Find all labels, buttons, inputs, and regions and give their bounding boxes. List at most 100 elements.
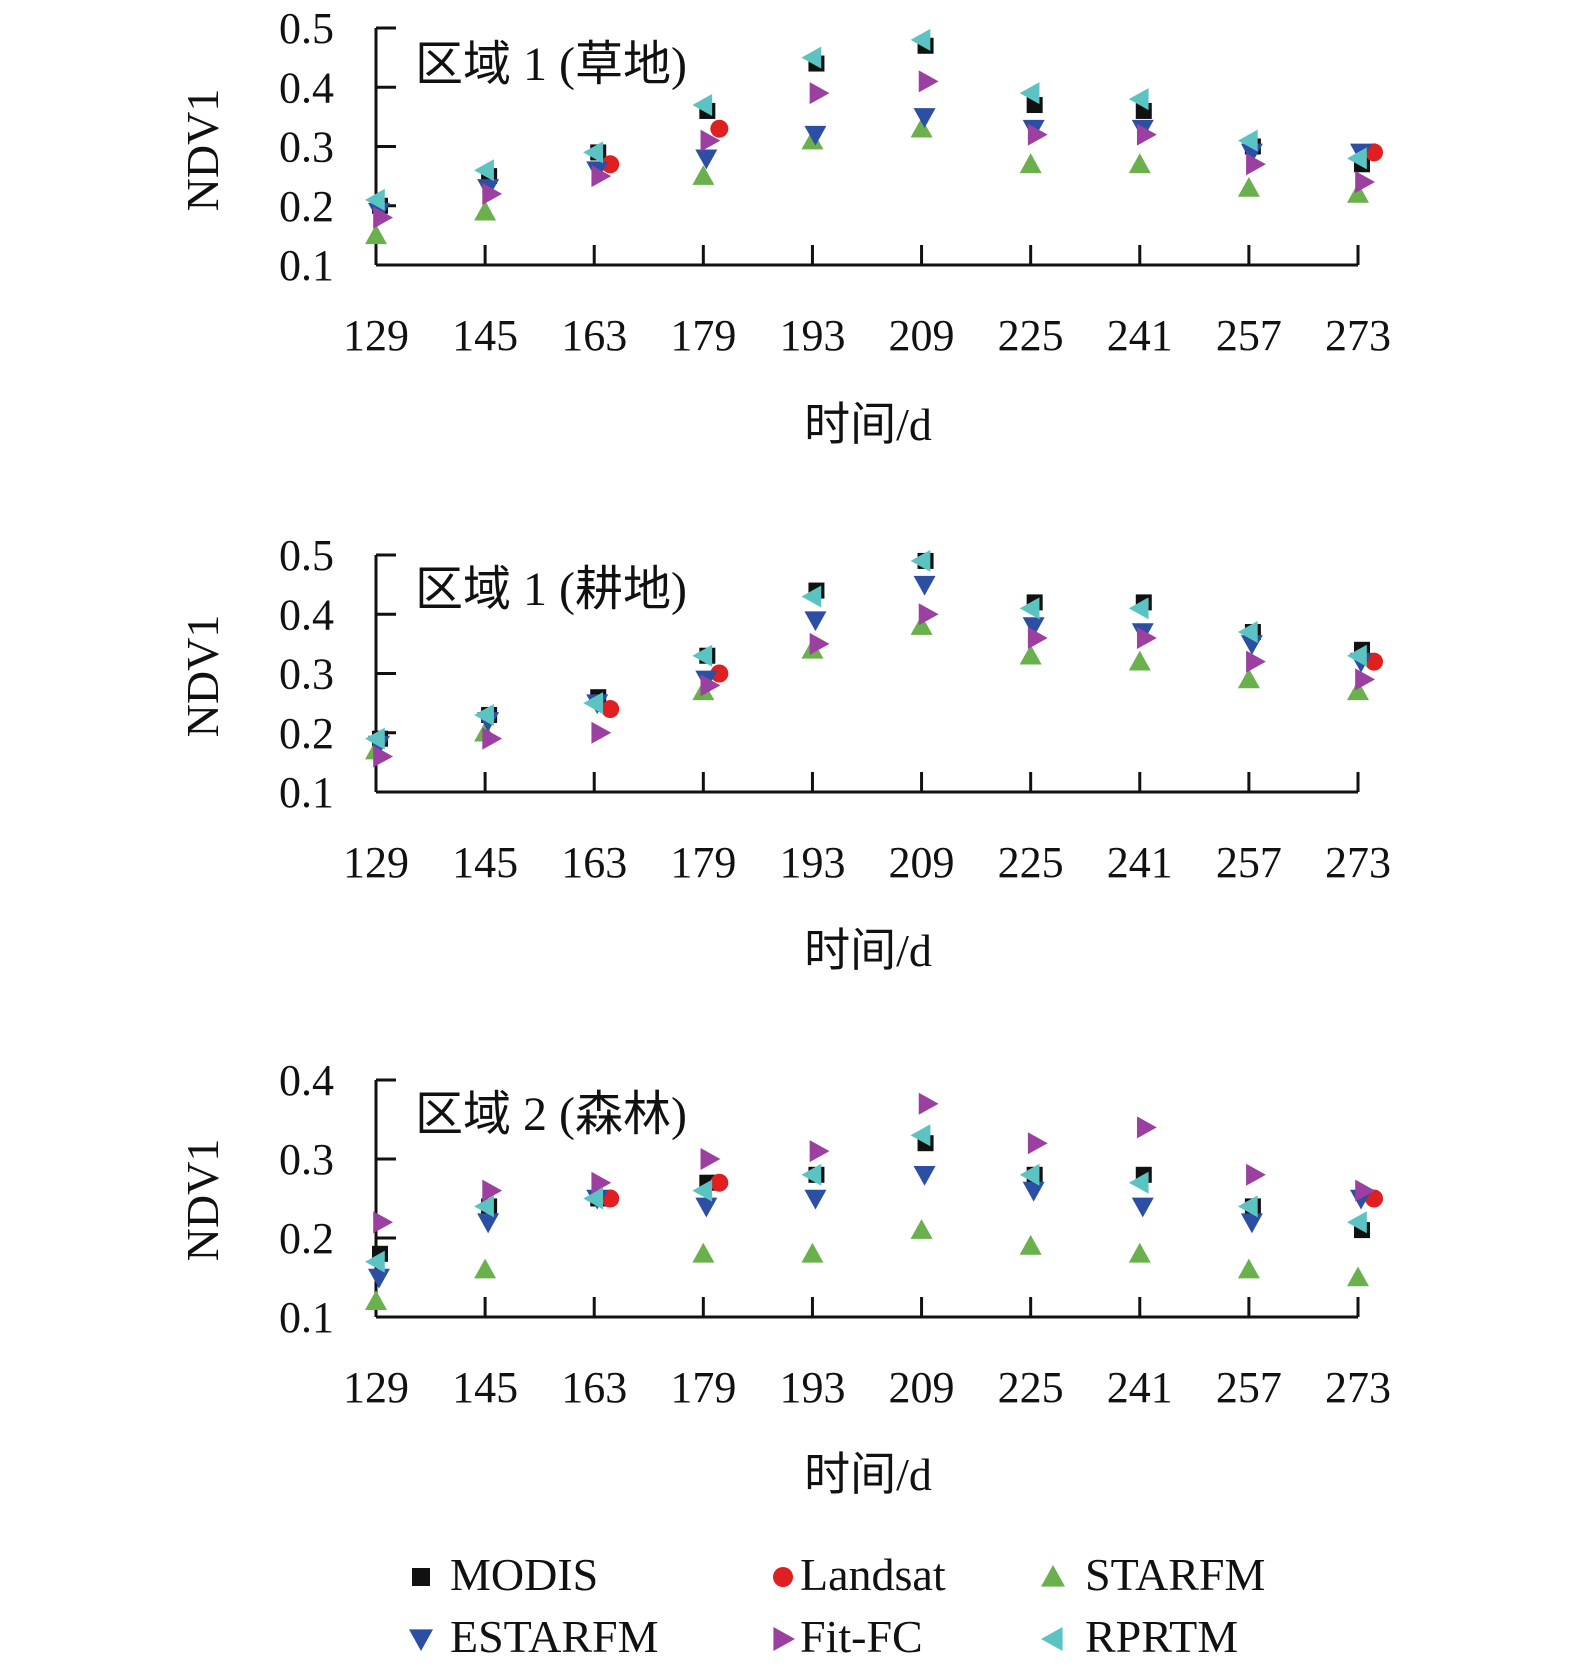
x-tick-label: 209	[889, 1363, 955, 1412]
legend-marker-shape	[1041, 1627, 1063, 1651]
x-tick-label: 273	[1325, 1363, 1391, 1412]
data-point-fit-fc	[1355, 668, 1375, 691]
data-point-landsat	[710, 1173, 729, 1192]
data-point-fit-fc	[1246, 650, 1266, 673]
x-tick-label: 241	[1107, 838, 1173, 887]
data-point-fit-fc	[373, 206, 393, 229]
legend-item-rprtm: RPRTM	[1041, 1611, 1238, 1662]
y-tick-label: 0.3	[279, 650, 334, 699]
data-point-starfm	[1019, 1234, 1042, 1255]
data-point-estarfm	[913, 108, 936, 128]
data-point-fit-fc	[1027, 123, 1048, 146]
data-point-starfm	[365, 1290, 387, 1310]
data-point-rprtm	[1019, 597, 1040, 620]
x-tick-label: 193	[779, 838, 845, 887]
data-point-estarfm	[913, 1166, 936, 1186]
data-point-starfm	[1237, 1258, 1260, 1279]
y-tick-label: 0.2	[279, 1214, 334, 1263]
legend-item-estarfm: ESTARFM	[409, 1611, 658, 1662]
legend-marker-triangle-left-icon	[1041, 1627, 1063, 1651]
data-point-starfm	[1019, 644, 1042, 665]
data-point-fit-fc	[1027, 626, 1048, 649]
data-point-starfm	[365, 224, 387, 245]
data-point-starfm	[474, 1258, 497, 1279]
data-point-estarfm	[695, 149, 718, 170]
x-tick-label: 145	[452, 838, 518, 887]
data-point-rprtm	[1128, 597, 1149, 620]
x-tick-label: 241	[1107, 1363, 1173, 1412]
x-tick-label: 257	[1216, 838, 1282, 887]
data-point-rprtm	[474, 1195, 494, 1218]
data-point-landsat	[710, 119, 729, 138]
data-point-rprtm	[365, 727, 385, 750]
data-point-rprtm	[910, 28, 931, 51]
data-point-fit-fc	[1355, 171, 1375, 194]
data-point-estarfm	[368, 1268, 390, 1289]
data-point-starfm	[1128, 650, 1151, 671]
legend-marker-circle-icon	[773, 1567, 793, 1587]
data-point-fit-fc	[809, 632, 830, 655]
legend-label: STARFM	[1085, 1549, 1265, 1600]
data-point-rprtm	[801, 1163, 822, 1186]
data-point-rprtm	[1019, 82, 1040, 105]
data-point-fit-fc	[700, 129, 721, 152]
panel-title: 区域 1 (草地)	[415, 38, 687, 91]
data-point-rprtm	[1128, 88, 1149, 111]
data-point-rprtm	[801, 46, 822, 69]
legend-label: Fit-FC	[800, 1611, 923, 1662]
y-tick-label: 0.2	[279, 182, 334, 231]
x-tick-label: 163	[561, 1363, 627, 1412]
x-tick-label: 209	[889, 838, 955, 887]
data-point-rprtm	[365, 1250, 385, 1273]
data-point-rprtm	[474, 703, 494, 726]
x-tick-label: 225	[998, 1363, 1064, 1412]
y-axis-title: NDV1	[177, 1139, 228, 1262]
x-tick-label: 129	[343, 838, 409, 887]
y-tick-label: 0.3	[279, 123, 334, 172]
x-tick-label: 193	[779, 1363, 845, 1412]
data-point-fit-fc	[809, 1140, 830, 1163]
x-tick-label: 225	[998, 311, 1064, 360]
legend-item-modis: MODIS	[412, 1549, 598, 1600]
data-point-rprtm	[910, 549, 931, 572]
data-point-starfm	[692, 165, 715, 185]
legend-item-starfm: STARFM	[1041, 1549, 1265, 1600]
data-point-starfm	[1347, 680, 1369, 701]
x-axis-title: 时间/d	[804, 399, 932, 450]
data-point-estarfm	[1022, 1181, 1045, 1202]
data-point-fit-fc	[1027, 1132, 1048, 1155]
data-point-starfm	[801, 1242, 824, 1263]
panel-title: 区域 1 (耕地)	[415, 563, 687, 616]
axes-group: 0.1 0.2 0.3 0.4 0.5 129 145 163 179 193 209 225 241 2…	[279, 4, 1391, 360]
data-marks	[365, 28, 1383, 245]
data-point-starfm	[910, 117, 933, 138]
data-point-fit-fc	[918, 603, 939, 626]
data-point-fit-fc	[918, 70, 939, 93]
legend-marker-shape	[1041, 1565, 1065, 1587]
data-point-landsat	[710, 664, 729, 683]
data-marks	[365, 1092, 1383, 1310]
y-axis-title: NDV1	[177, 615, 228, 738]
data-point-fit-fc	[1246, 1163, 1266, 1186]
data-point-estarfm	[1131, 1197, 1154, 1218]
data-point-rprtm	[692, 644, 713, 667]
y-tick-label: 0.1	[279, 768, 334, 817]
legend-marker-triangle-down-icon	[409, 1629, 433, 1651]
data-point-rprtm	[692, 1179, 713, 1202]
data-point-fit-fc	[373, 745, 393, 768]
x-tick-label: 129	[343, 1363, 409, 1412]
y-tick-label: 0.5	[279, 4, 334, 53]
x-tick-label: 225	[998, 838, 1064, 887]
x-tick-label: 257	[1216, 1363, 1282, 1412]
data-point-starfm	[692, 1242, 715, 1263]
data-point-rprtm	[583, 1187, 604, 1210]
data-point-rprtm	[583, 692, 604, 715]
data-point-estarfm	[913, 575, 936, 596]
data-point-fit-fc	[591, 165, 612, 188]
legend-marker-shape	[409, 1629, 433, 1651]
x-tick-label: 179	[670, 838, 736, 887]
legend-label: ESTARFM	[450, 1611, 658, 1662]
x-tick-label: 241	[1107, 311, 1173, 360]
chart-panel-cropland: 区域 1 (耕地) NDV1 时间/d 0.1 0.2 0.3 0.4 0.5 129 14…	[177, 531, 1391, 976]
y-tick-label: 0.1	[279, 1293, 334, 1342]
